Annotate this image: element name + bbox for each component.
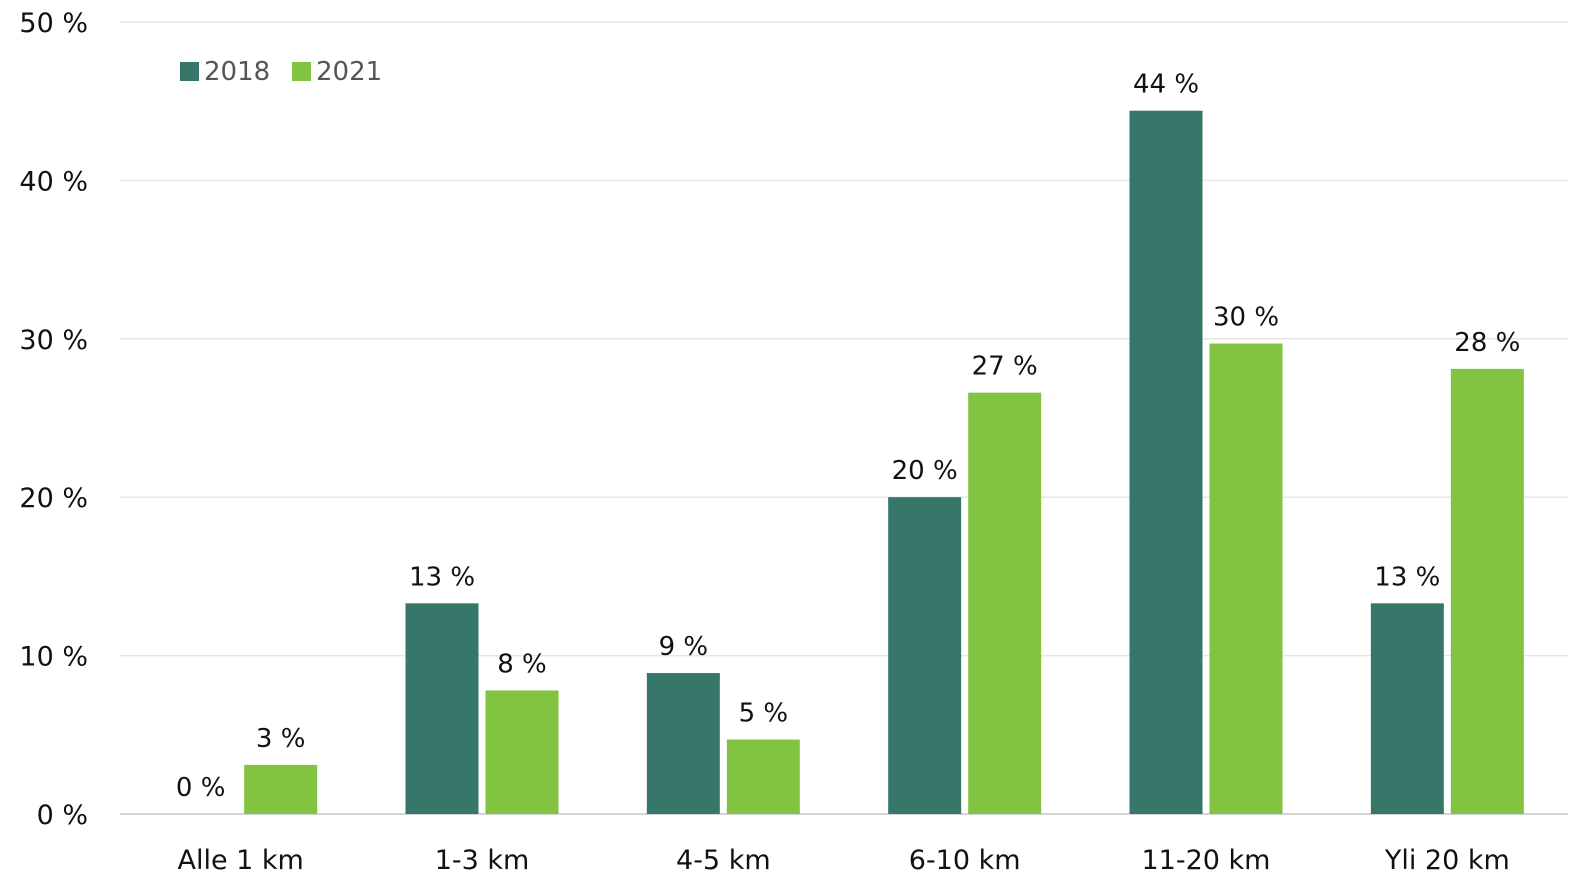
bar-2018-5 [1129, 110, 1203, 815]
y-tick-label: 0 % [37, 800, 88, 831]
bar-2018-3 [646, 673, 720, 814]
x-tick-label: 1-3 km [435, 845, 530, 876]
data-label-2018-5: 44 % [1133, 70, 1199, 100]
bar-2021-2 [485, 690, 559, 814]
x-tick-label: Alle 1 km [177, 845, 303, 876]
gridlines [120, 21, 1568, 815]
y-tick-label: 40 % [19, 166, 88, 197]
bar-2018-2 [405, 603, 479, 814]
data-label-2021-1: 3 % [256, 724, 306, 754]
bar-2018-6 [1370, 603, 1444, 814]
data-labels: 0 % 3 % 13 % 8 % 9 % 5 % 20 % 27 % 44 % 30 % 13 % 2… [176, 70, 1520, 803]
y-tick-label: 10 % [19, 642, 88, 673]
data-label-2021-6: 28 % [1454, 328, 1520, 358]
data-label-2018-6: 13 % [1374, 562, 1440, 592]
bar-2021-6 [1450, 368, 1524, 814]
data-label-2021-3: 5 % [739, 699, 789, 729]
bar-2021-1 [244, 764, 318, 814]
data-label-2018-4: 20 % [892, 456, 958, 486]
y-axis-ticks: 0 % 10 % 20 % 30 % 40 % 50 % [19, 8, 88, 831]
bar-2021-5 [1209, 343, 1283, 814]
bars [244, 110, 1524, 815]
legend-swatch-2018 [180, 62, 199, 81]
x-tick-label: Yli 20 km [1384, 845, 1510, 876]
data-label-2021-4: 27 % [972, 352, 1038, 382]
y-tick-label: 50 % [19, 8, 88, 39]
y-tick-label: 20 % [19, 483, 88, 514]
legend-label-2021: 2021 [316, 57, 382, 87]
data-label-2018-1: 0 % [176, 773, 226, 803]
bar-2018-4 [888, 497, 962, 814]
legend: 2018 2021 [180, 57, 382, 87]
data-label-2021-5: 30 % [1213, 303, 1279, 333]
x-tick-label: 4-5 km [676, 845, 771, 876]
legend-label-2018: 2018 [204, 57, 270, 87]
data-label-2021-2: 8 % [497, 649, 547, 679]
y-tick-label: 30 % [19, 325, 88, 356]
legend-swatch-2021 [292, 62, 311, 81]
data-label-2018-3: 9 % [659, 632, 709, 662]
data-label-2018-2: 13 % [409, 562, 475, 592]
bar-2021-4 [968, 392, 1042, 814]
x-axis-ticks: Alle 1 km 1-3 km 4-5 km 6-10 km 11-20 km Yli … [177, 845, 1509, 876]
x-tick-label: 6-10 km [909, 845, 1021, 876]
bar-2021-3 [726, 739, 800, 814]
x-tick-label: 11-20 km [1142, 845, 1271, 876]
